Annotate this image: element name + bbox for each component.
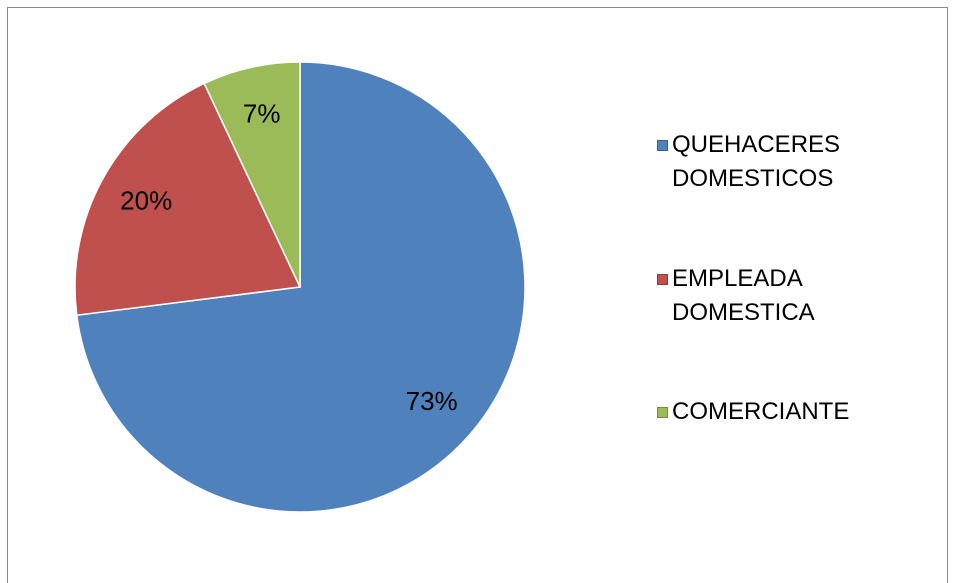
legend-swatch [657,140,668,151]
legend-entry: QUEHACERES DOMESTICOS [657,128,937,196]
legend-label: EMPLEADA DOMESTICA [672,265,815,326]
legend-entry: EMPLEADA DOMESTICA [657,262,937,330]
data-label: 20% [120,185,172,215]
legend-label: QUEHACERES DOMESTICOS [672,131,841,192]
pie-slice [75,61,526,513]
pie-slice [74,82,302,317]
pie-slice [203,61,301,288]
data-label: 73% [406,386,458,416]
data-label: 7% [243,99,281,129]
legend-swatch [657,274,668,285]
legend-label: COMERCIANTE [672,398,850,425]
legend-swatch [657,407,668,418]
legend-entry: COMERCIANTE [657,395,937,429]
